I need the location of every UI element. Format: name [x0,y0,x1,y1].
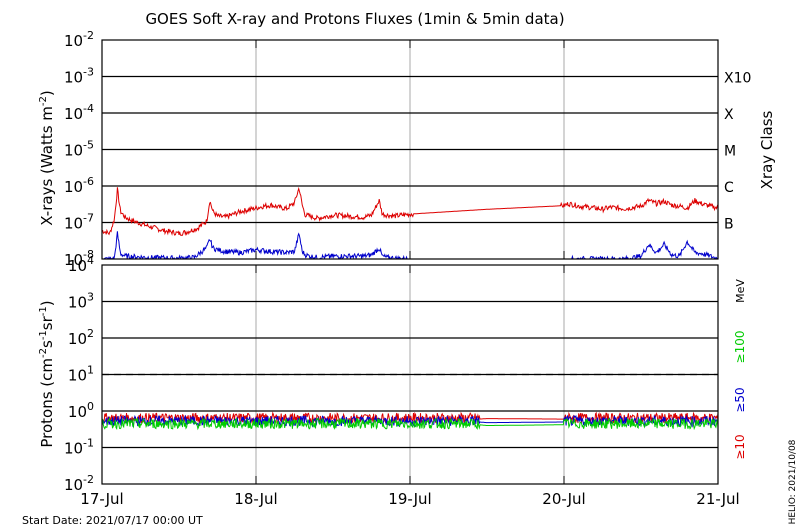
y-tick-label: 10-2 [64,29,94,50]
y-tick-label: 100 [68,400,94,421]
y-tick-label: 10-3 [64,66,94,87]
y-tick-label: 10-4 [64,102,94,123]
proton-panel: 104 103 102 101 100 10-1 10-2 [64,254,719,494]
x-tick-label: 19-Jul [388,490,431,508]
xray-class-label: X10 [724,71,751,87]
y-tick-label: 103 [68,291,94,312]
y-tick-label: 101 [68,364,94,385]
y-tick-label: 102 [68,327,94,348]
series-line [102,416,718,431]
xray-class-label: B [724,217,734,233]
y-tick-label: 10-8 [64,248,94,269]
x-tick-label: 18-Jul [234,490,277,508]
y-tick-label: 10-1 [64,437,94,458]
xray-y-axis-label: X-rays (Watts m-2) [38,90,56,225]
y-tick-label: 10-2 [64,473,94,494]
x-tick-label: 20-Jul [542,490,585,508]
series-line [571,239,718,259]
x-tick-label: 21-Jul [696,490,739,508]
xray-class-axis-label: Xray Class [758,110,776,189]
chart-title: GOES Soft X-ray and Protons Fluxes (1min… [145,10,564,28]
legend-10mev: ≥10 [733,434,747,459]
proton-y-axis-label: Protons (cm-2s-1sr-1) [38,300,56,447]
series-line [102,186,718,236]
xray-class-label: M [724,144,736,160]
y-tick-label: 10-6 [64,175,94,196]
x-tick-label: 17-Jul [80,490,123,508]
xray-panel: 10-2 10-3 10-4 10-5 10-6 10-7 10-8 X10 X M C B [64,29,751,269]
legend-50mev: ≥50 [733,387,747,412]
helio-date-stamp: HELIO: 2021/10/08 [788,439,798,524]
xray-class-label: X [724,107,734,123]
y-tick-label: 10-5 [64,139,94,160]
y-tick-label: 10-7 [64,212,94,233]
start-date-label: Start Date: 2021/07/17 00:00 UT [22,514,203,527]
proton-energy-unit: MeV [734,279,747,303]
xray-class-label: C [724,180,734,196]
y-tick-label: 104 [68,254,94,275]
legend-100mev: ≥100 [733,331,747,364]
